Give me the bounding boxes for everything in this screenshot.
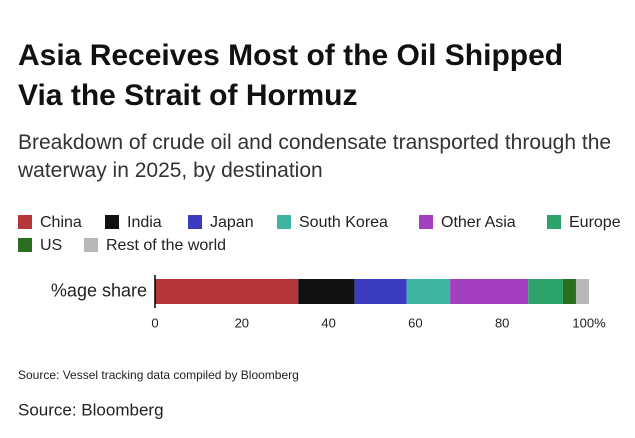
x-tick-label: 60 [408, 315, 422, 330]
note: Source: Vessel tracking data compiled by… [18, 368, 299, 382]
legend-label: US [40, 237, 62, 254]
chart-title: Asia Receives Most of the Oil Shipped Vi… [18, 39, 564, 112]
legend-label: Japan [210, 214, 254, 231]
legend-swatch [18, 215, 32, 229]
x-tick-label: 40 [321, 315, 335, 330]
x-tick-label: 100% [572, 315, 606, 330]
legend-label: Europe [569, 214, 621, 231]
legend-swatch [547, 215, 561, 229]
bar-segment [528, 279, 563, 304]
x-tick-label: 0 [151, 315, 158, 330]
x-tick-label: 20 [235, 315, 249, 330]
source: Source: Bloomberg [18, 400, 164, 419]
bar-segment [298, 279, 355, 304]
bar-segment [450, 279, 529, 304]
legend-swatch [18, 238, 32, 252]
legend-label: Other Asia [441, 214, 516, 231]
bar-segment [575, 279, 589, 304]
bar-segment [155, 279, 299, 304]
legend-label: South Korea [299, 214, 388, 231]
legend-label: Rest of the world [106, 237, 226, 254]
legend-swatch [84, 238, 98, 252]
legend-swatch [188, 215, 202, 229]
bar-segment [562, 279, 576, 304]
legend-swatch [419, 215, 433, 229]
legend-label: India [127, 214, 162, 231]
legend-swatch [105, 215, 119, 229]
legend-swatch [277, 215, 291, 229]
y-tick-label: %age share [51, 280, 147, 300]
chart-subtitle: Breakdown of crude oil and condensate tr… [18, 131, 612, 182]
legend-label: China [40, 214, 82, 231]
bar-segment [406, 279, 451, 304]
x-tick-label: 80 [495, 315, 509, 330]
bar-segment [354, 279, 407, 304]
